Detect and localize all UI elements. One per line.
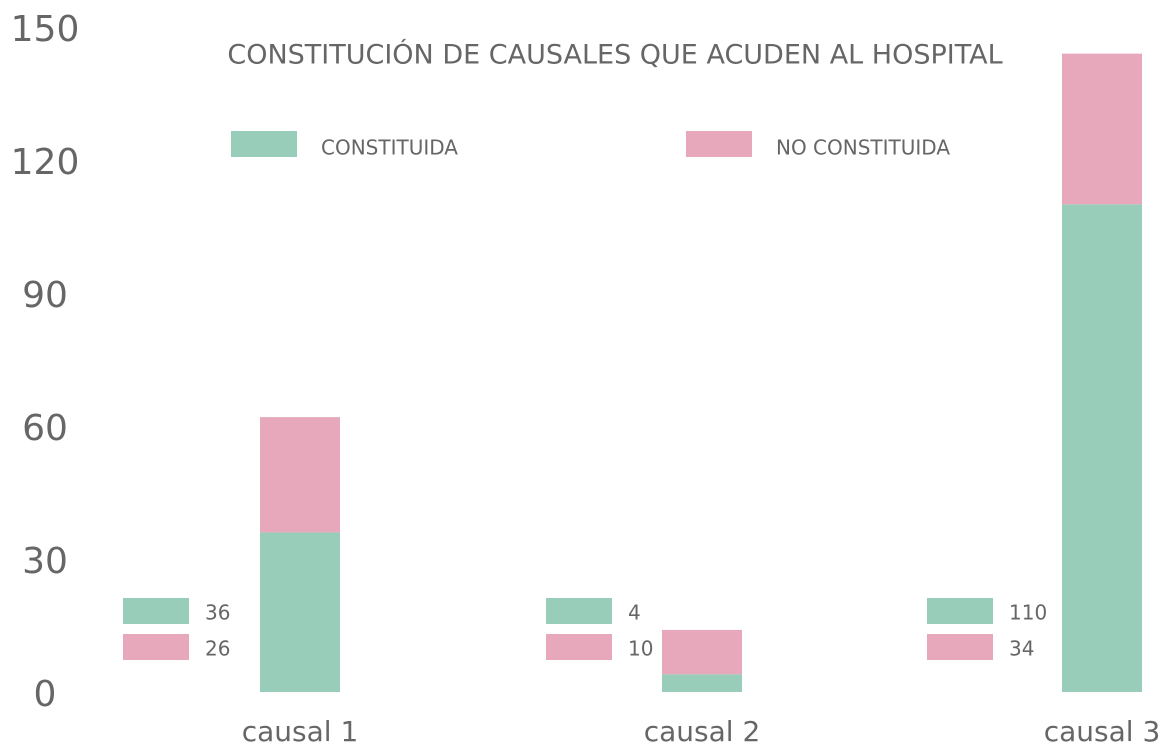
value-label: 36 bbox=[205, 601, 230, 625]
legend-swatch bbox=[686, 131, 752, 157]
value-label: 10 bbox=[628, 637, 653, 661]
chart-title: CONSTITUCIÓN DE CAUSALES QUE ACUDEN AL H… bbox=[227, 39, 1002, 71]
bar-segment bbox=[662, 629, 742, 675]
value-label: 34 bbox=[1009, 637, 1034, 661]
x-tick-label: causal 3 bbox=[1044, 715, 1161, 746]
y-tick-label: 0 bbox=[34, 674, 57, 715]
value-label: 4 bbox=[628, 601, 641, 625]
value-label-swatch bbox=[546, 634, 612, 660]
bar-segment bbox=[260, 417, 340, 533]
value-label-swatch bbox=[546, 598, 612, 624]
value-label-swatch bbox=[927, 634, 993, 660]
value-label: 110 bbox=[1009, 601, 1047, 625]
legend-label: CONSTITUIDA bbox=[321, 136, 458, 160]
bar-segment bbox=[662, 674, 742, 692]
bar-segment bbox=[1062, 53, 1142, 205]
bar-segment bbox=[260, 532, 340, 692]
y-tick-label: 90 bbox=[22, 275, 68, 316]
x-tick-label: causal 2 bbox=[644, 715, 761, 746]
y-tick-label: 30 bbox=[22, 541, 68, 582]
y-tick-label: 150 bbox=[11, 9, 80, 50]
y-tick-label: 120 bbox=[11, 142, 80, 183]
y-tick-label: 60 bbox=[22, 408, 68, 449]
value-label: 26 bbox=[205, 637, 230, 661]
legend-swatch bbox=[231, 131, 297, 157]
value-label-swatch bbox=[927, 598, 993, 624]
value-label-swatch bbox=[123, 598, 189, 624]
x-tick-label: causal 1 bbox=[242, 715, 359, 746]
value-label-swatch bbox=[123, 634, 189, 660]
legend-label: NO CONSTITUIDA bbox=[776, 136, 950, 160]
bar-segment bbox=[1062, 204, 1142, 693]
